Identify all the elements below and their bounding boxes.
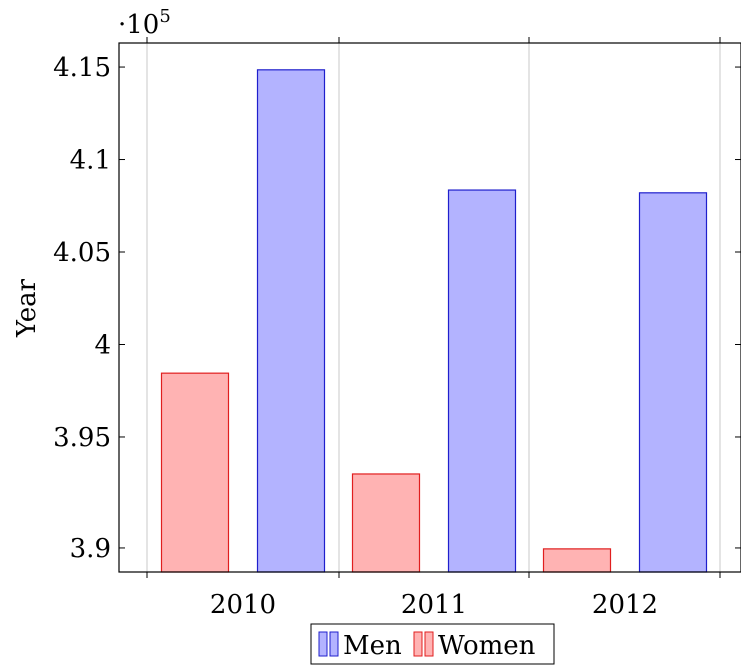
x-tick-label: 2012 (592, 590, 658, 620)
y-tick-label: 4 (94, 330, 111, 360)
legend: Men Women (310, 623, 555, 665)
y-axis-label: Year (12, 278, 42, 338)
x-axis-ticks: 2010 2011 2012 (146, 37, 721, 620)
x-tick-label: 2011 (401, 590, 467, 620)
y-axis-exponent-power: 5 (159, 6, 170, 27)
y-tick-label: 3.95 (53, 423, 111, 453)
plot-frame (118, 42, 741, 573)
legend-label: Women (438, 631, 536, 661)
y-tick-label: 3.9 (70, 534, 111, 564)
y-axis-exponent-base: ·10 (118, 10, 159, 40)
bar-men-2012 (638, 192, 708, 573)
y-tick-label: 4.05 (53, 238, 111, 268)
legend-item-women: Women (413, 631, 536, 661)
grid-lines (146, 43, 721, 572)
legend-swatch (424, 631, 434, 657)
y-axis-exponent: ·105 (118, 6, 171, 40)
x-tick-label: 2010 (210, 590, 276, 620)
bars (160, 69, 708, 573)
bar-women-2010 (160, 372, 230, 573)
legend-swatch (329, 631, 339, 657)
legend-item-men: Men (318, 631, 402, 661)
y-tick-label: 4.1 (70, 146, 111, 176)
y-tick-label: 4.15 (53, 53, 111, 83)
bar-women-2012 (542, 548, 612, 573)
legend-swatch (413, 631, 423, 657)
y-axis-ticks: 3.9 3.95 4 4.05 4.1 4.15 (53, 53, 741, 564)
legend-swatch (318, 631, 328, 657)
legend-label: Men (343, 631, 402, 661)
bar-men-2010 (256, 69, 326, 573)
bar-women-2011 (351, 473, 421, 573)
bar-men-2011 (447, 189, 517, 573)
